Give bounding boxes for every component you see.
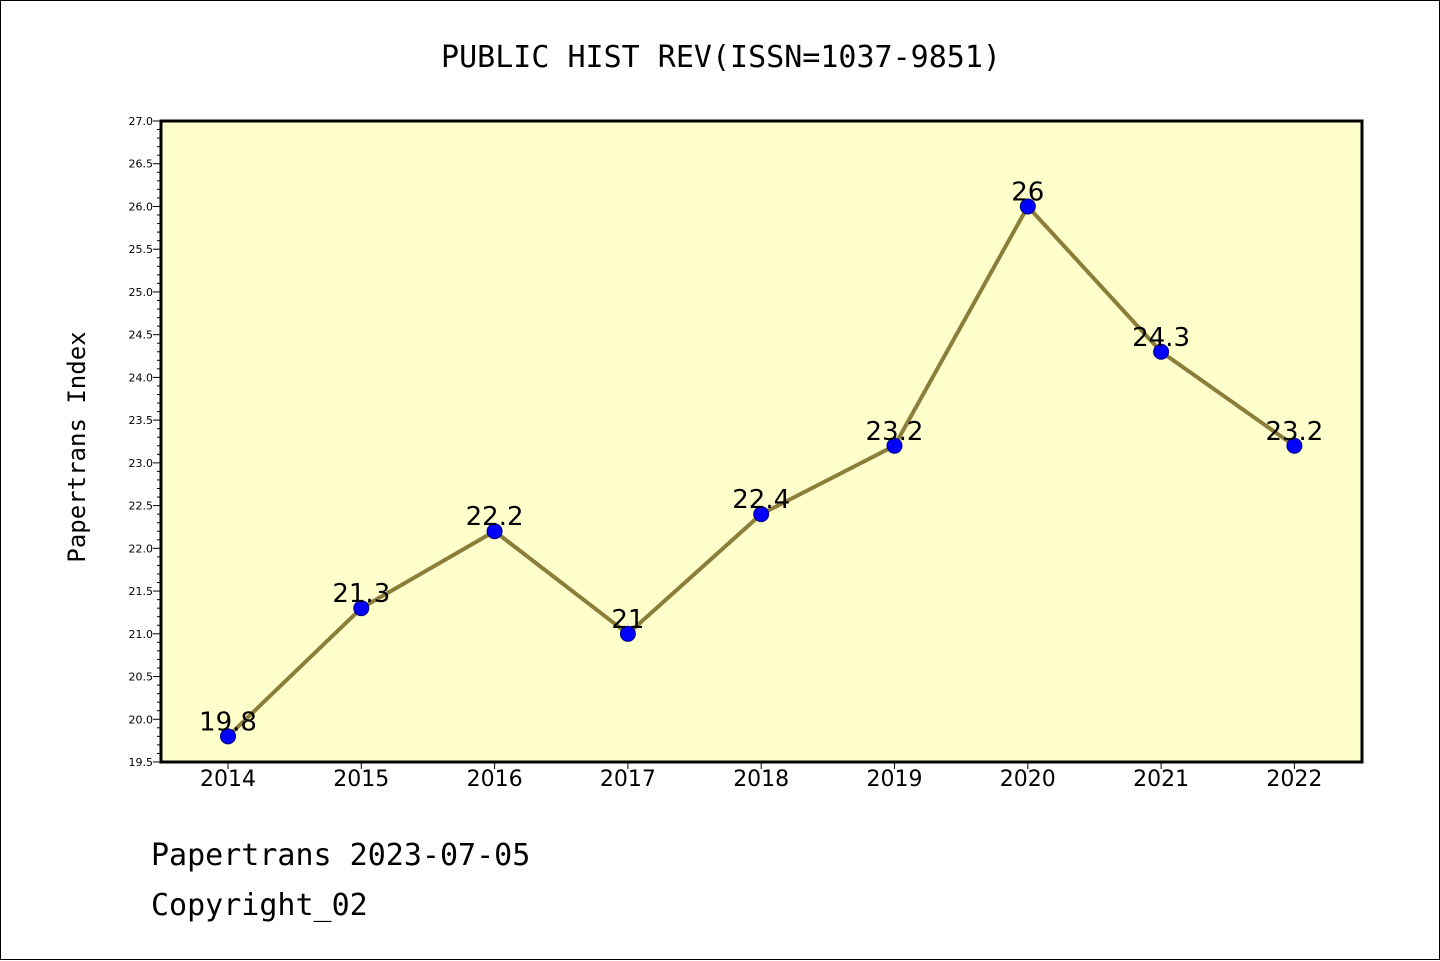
- data-point-marker: [1019, 198, 1036, 215]
- y-tick-label: 22.0: [129, 542, 154, 555]
- y-tick-label: 20.0: [129, 713, 154, 726]
- plot-area: [159, 119, 1364, 764]
- data-label-layer: 19.8 21.3 22.2 21 22.4 23.2 26 24.3 23.2: [199, 177, 1323, 737]
- x-tick-label: 2014: [200, 767, 256, 792]
- y-tick-label: 25.5: [129, 243, 154, 256]
- data-point-marker: [486, 523, 503, 540]
- x-tick-label: 2019: [867, 767, 923, 792]
- data-point-label: 24.3: [1132, 323, 1190, 353]
- data-point-label: 21: [611, 605, 644, 635]
- x-tick-label: 2018: [733, 767, 789, 792]
- y-tick-label: 26.5: [129, 158, 154, 171]
- y-tick-label: 20.5: [129, 671, 154, 684]
- x-tick-label: 2016: [467, 767, 523, 792]
- y-tick-label: 23.5: [129, 414, 154, 427]
- x-tick-label: 2020: [1000, 767, 1056, 792]
- data-point-label: 26: [1011, 177, 1044, 207]
- y-tick-label: 24.5: [129, 329, 154, 342]
- y-tick-label: 22.5: [129, 500, 154, 513]
- y-tick-label: 27.0: [129, 115, 154, 128]
- y-axis-label: Papertrans Index: [63, 331, 91, 562]
- y-tick-label: 19.5: [129, 756, 154, 769]
- y-tick-label: 21.0: [129, 628, 154, 641]
- y-axis: 19.5 20.0 20.5 21.0 21.5 22.0 22.5 23.0 23.5 24.0…: [129, 115, 161, 769]
- data-point-marker: [619, 625, 636, 642]
- data-point-marker: [1153, 343, 1170, 360]
- y-tick-label: 23.0: [129, 457, 154, 470]
- data-point-marker: [886, 437, 903, 454]
- x-axis: 2014 2015 2016 2017 2018 2019 2020 2021 2022: [200, 762, 1322, 792]
- data-point-marker: [753, 506, 770, 523]
- x-tick-label: 2022: [1266, 767, 1322, 792]
- y-tick-label: 21.5: [129, 585, 154, 598]
- footer-date-text: Papertrans 2023-07-05: [151, 838, 530, 873]
- x-tick-label: 2015: [333, 767, 389, 792]
- footer-copyright-text: Copyright_02: [151, 888, 368, 923]
- data-point-label: 22.2: [466, 502, 524, 532]
- data-point-marker: [220, 728, 236, 745]
- data-point-label: 19.8: [199, 707, 257, 737]
- series-layer: [220, 198, 1303, 745]
- data-point-label: 21.3: [332, 579, 390, 609]
- data-point-label: 22.4: [732, 485, 790, 515]
- data-point-marker: [1286, 437, 1303, 454]
- y-tick-label: 26.0: [129, 200, 154, 213]
- y-tick-label: 25.0: [129, 286, 154, 299]
- x-tick-label: 2021: [1133, 767, 1189, 792]
- data-point-label: 23.2: [1265, 417, 1323, 447]
- x-tick-label: 2017: [600, 767, 656, 792]
- data-point-marker: [353, 600, 370, 617]
- y-tick-label: 24.0: [129, 371, 154, 384]
- data-point-label: 23.2: [866, 417, 924, 447]
- chart-title: PUBLIC HIST REV(ISSN=1037-9851): [441, 40, 1001, 75]
